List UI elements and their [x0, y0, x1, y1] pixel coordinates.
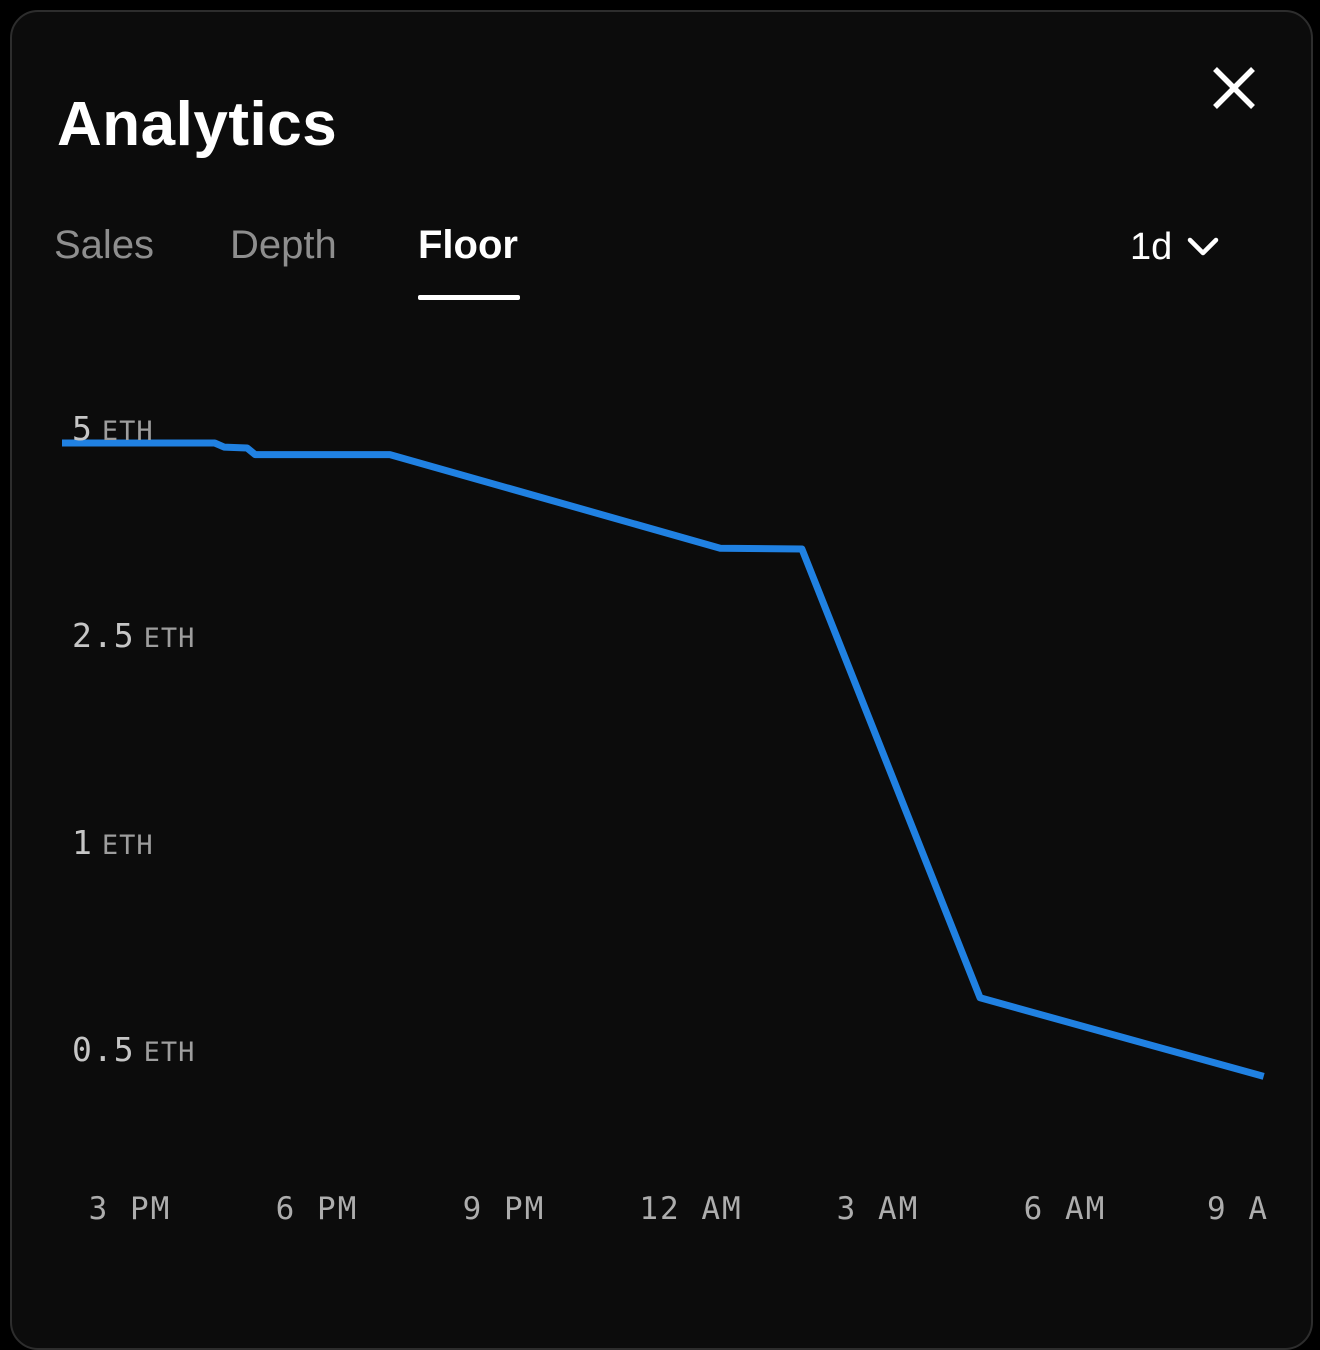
- timeframe-value: 1d: [1130, 226, 1173, 268]
- tab-bar: Sales Depth Floor: [12, 225, 1311, 285]
- y-axis-label: 2.5 ETH: [72, 619, 195, 652]
- y-axis-label: 0.5 ETH: [72, 1033, 195, 1066]
- x-axis-label: 6 PM: [275, 1191, 359, 1227]
- floor-price-line-svg: [62, 439, 1265, 1080]
- active-tab-underline: [418, 295, 520, 300]
- x-axis-label: 6 AM: [1023, 1191, 1107, 1227]
- page-title: Analytics: [57, 89, 338, 159]
- x-axis-label: 3 PM: [88, 1191, 172, 1227]
- x-axis-label: 9 A: [1207, 1191, 1269, 1227]
- x-axis-label: 12 AM: [639, 1191, 743, 1227]
- page-background: { "header": { "title": "Analytics" }, "t…: [10, 10, 1313, 1350]
- y-axis-value: 0.5: [72, 1030, 135, 1069]
- y-axis-value: 1: [72, 823, 93, 862]
- floor-price-chart: 5 ETH 2.5 ETH 1 ETH 0.5 ETH 3 PM 6 PM 9 PM 12 AM 3 …: [12, 12, 1311, 1293]
- y-axis-unit: ETH: [143, 1037, 196, 1068]
- x-axis-label: 3 AM: [836, 1191, 920, 1227]
- floor-price-line: [62, 439, 1265, 1080]
- tab-sales[interactable]: Sales: [54, 223, 155, 267]
- close-button[interactable]: [1206, 60, 1262, 116]
- y-axis-unit: ETH: [101, 416, 154, 447]
- y-axis-unit: ETH: [101, 830, 154, 861]
- chevron-down-icon: [1188, 237, 1219, 256]
- x-axis-label: 9 PM: [462, 1191, 546, 1227]
- tab-floor[interactable]: Floor: [418, 223, 518, 267]
- timeframe-dropdown[interactable]: 1d: [1130, 224, 1240, 270]
- analytics-modal: Analytics Sales Depth Floor 1d 5 ETH 2.5 ET…: [10, 10, 1313, 1350]
- close-icon: [1213, 67, 1255, 109]
- y-axis-value: 2.5: [72, 616, 135, 655]
- tab-depth[interactable]: Depth: [230, 223, 337, 267]
- y-axis-label: 5 ETH: [72, 412, 154, 445]
- y-axis-unit: ETH: [143, 623, 196, 654]
- y-axis-value: 5: [72, 409, 93, 448]
- y-axis-label: 1 ETH: [72, 826, 154, 859]
